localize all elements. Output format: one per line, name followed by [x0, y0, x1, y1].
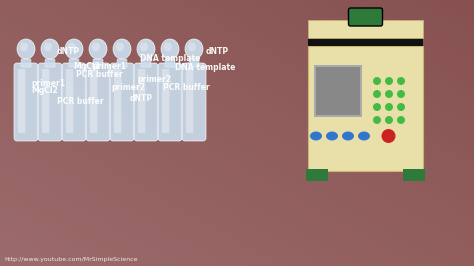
Ellipse shape [89, 39, 107, 59]
FancyBboxPatch shape [110, 63, 134, 141]
Circle shape [397, 90, 405, 98]
Ellipse shape [382, 129, 395, 143]
Text: primer2: primer2 [137, 75, 171, 84]
Ellipse shape [17, 39, 35, 59]
Circle shape [385, 90, 393, 98]
Ellipse shape [326, 131, 338, 140]
Bar [189, 59, 199, 67]
Ellipse shape [188, 43, 196, 52]
Circle shape [373, 77, 381, 85]
Bar [308, 46, 423, 171]
Text: dNTP: dNTP [130, 94, 153, 103]
Ellipse shape [140, 43, 148, 52]
FancyBboxPatch shape [158, 63, 182, 141]
Ellipse shape [164, 43, 172, 52]
Text: primer1: primer1 [31, 79, 65, 88]
FancyBboxPatch shape [348, 8, 383, 26]
Bar [165, 59, 175, 67]
Ellipse shape [92, 43, 100, 52]
Text: DNA template: DNA template [140, 54, 201, 63]
Circle shape [397, 116, 405, 124]
FancyBboxPatch shape [18, 69, 26, 133]
Bar [308, 20, 423, 38]
Text: MgCl2: MgCl2 [31, 86, 58, 95]
Bar [403, 169, 425, 181]
Circle shape [373, 103, 381, 111]
Circle shape [373, 116, 381, 124]
Bar [21, 59, 31, 67]
Bar [306, 169, 328, 181]
Text: dNTP: dNTP [206, 47, 229, 56]
Circle shape [385, 77, 393, 85]
FancyBboxPatch shape [182, 63, 206, 141]
Text: PCR buffer: PCR buffer [57, 97, 104, 106]
Bar [141, 59, 151, 67]
Circle shape [397, 77, 405, 85]
Text: primer1: primer1 [92, 62, 126, 71]
Circle shape [385, 116, 393, 124]
Bar [69, 59, 79, 67]
Ellipse shape [185, 39, 203, 59]
Ellipse shape [137, 39, 155, 59]
FancyBboxPatch shape [186, 69, 193, 133]
Bar [308, 38, 423, 46]
Bar [314, 65, 362, 117]
Text: http://www.youtube.com/MrSimpleScience: http://www.youtube.com/MrSimpleScience [4, 257, 137, 262]
Circle shape [385, 103, 393, 111]
Text: DNA template: DNA template [175, 63, 236, 72]
Ellipse shape [342, 131, 354, 140]
FancyBboxPatch shape [14, 63, 38, 141]
FancyBboxPatch shape [134, 63, 158, 141]
Ellipse shape [65, 39, 83, 59]
Text: PCR buffer: PCR buffer [163, 83, 210, 92]
Ellipse shape [68, 43, 76, 52]
Bar [117, 59, 127, 67]
Ellipse shape [116, 43, 124, 52]
Circle shape [373, 90, 381, 98]
FancyBboxPatch shape [62, 63, 86, 141]
FancyBboxPatch shape [138, 69, 146, 133]
Text: dNTP: dNTP [57, 47, 80, 56]
Bar [93, 59, 103, 67]
FancyBboxPatch shape [66, 69, 73, 133]
Ellipse shape [358, 131, 370, 140]
Ellipse shape [161, 39, 179, 59]
Text: PCR buffer: PCR buffer [76, 70, 123, 79]
Bar [45, 59, 55, 67]
FancyBboxPatch shape [114, 69, 121, 133]
FancyBboxPatch shape [162, 69, 169, 133]
Ellipse shape [44, 43, 52, 52]
Text: MgCl2: MgCl2 [73, 62, 100, 71]
Circle shape [397, 103, 405, 111]
Text: primer2: primer2 [111, 83, 145, 92]
Ellipse shape [310, 131, 322, 140]
Ellipse shape [113, 39, 131, 59]
FancyBboxPatch shape [38, 63, 62, 141]
Ellipse shape [41, 39, 59, 59]
FancyBboxPatch shape [86, 63, 110, 141]
Bar [316, 67, 360, 115]
FancyBboxPatch shape [90, 69, 97, 133]
Ellipse shape [20, 43, 28, 52]
FancyBboxPatch shape [42, 69, 49, 133]
